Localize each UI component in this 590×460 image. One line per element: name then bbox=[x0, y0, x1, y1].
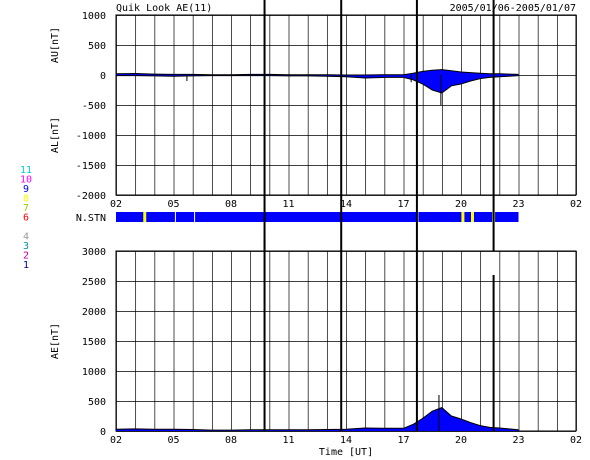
top-x-tick-label: 17 bbox=[397, 199, 409, 210]
top-x-tick-label: 14 bbox=[340, 199, 352, 210]
top-y-tick-label: 500 bbox=[88, 41, 106, 52]
nstn-gap-marker bbox=[461, 212, 465, 222]
bottom-x-tick-label: 23 bbox=[512, 435, 524, 446]
chart-title: Quik Look AE(11) bbox=[116, 3, 212, 14]
au-al-panel: 1000 500 0 -500 -1000 -1500 -2000 02 05 08 11 14 17 2… bbox=[50, 11, 582, 210]
bottom-frame bbox=[115, 250, 577, 432]
bottom-x-tick-label: 02 bbox=[110, 435, 122, 446]
top-x-tick-label: 11 bbox=[282, 199, 294, 210]
legend-item: 10 bbox=[20, 175, 32, 186]
top-y-tick-label: -500 bbox=[82, 101, 106, 112]
bottom-y-tick-label: 0 bbox=[100, 427, 106, 438]
top-y-tick-label: -2000 bbox=[76, 191, 106, 202]
au-axis-label: AU[nT] bbox=[50, 27, 61, 63]
top-x-tick-label: 08 bbox=[225, 199, 237, 210]
al-axis-label: AL[nT] bbox=[50, 117, 61, 153]
bottom-x-tick-label: 17 bbox=[397, 435, 409, 446]
nstn-gap-line bbox=[174, 212, 176, 222]
nstn-gap-marker bbox=[143, 212, 147, 222]
au-line bbox=[115, 69, 519, 76]
nstn-label: N.STN bbox=[76, 213, 106, 224]
legend-item: 9 bbox=[23, 184, 29, 195]
bottom-y-tick-label: 1000 bbox=[82, 367, 106, 378]
al-area bbox=[116, 75, 519, 93]
nstn-bar bbox=[116, 212, 519, 222]
bottom-x-tick-label: 02 bbox=[570, 435, 582, 446]
bottom-x-tick-label: 05 bbox=[167, 435, 179, 446]
top-x-tick-label: 02 bbox=[110, 199, 122, 210]
legend-item: 11 bbox=[20, 165, 32, 176]
ae-axis-label: AE[nT] bbox=[50, 323, 61, 359]
legend-item: 7 bbox=[23, 203, 29, 214]
bottom-y-tick-label: 3000 bbox=[82, 247, 106, 258]
bottom-y-tick-label: 500 bbox=[88, 397, 106, 408]
bottom-x-tick-label: 20 bbox=[455, 435, 467, 446]
top-x-tick-label: 05 bbox=[167, 199, 179, 210]
al-line bbox=[116, 75, 519, 94]
bottom-y-tick-label: 2500 bbox=[82, 277, 106, 288]
legend-item: 1 bbox=[23, 260, 29, 271]
top-y-tick-label: -1500 bbox=[76, 161, 106, 172]
top-y-tick-label: 1000 bbox=[82, 11, 106, 22]
top-y-tick-label: 0 bbox=[100, 71, 106, 82]
x-axis-label: Time [UT] bbox=[319, 447, 373, 458]
bottom-y-tick-label: 2000 bbox=[82, 307, 106, 318]
legend-item: 3 bbox=[23, 241, 29, 252]
top-x-tick-label: 20 bbox=[455, 199, 467, 210]
legend-item: 2 bbox=[23, 251, 29, 262]
station-count-panel: N.STN bbox=[76, 212, 519, 224]
ae-area bbox=[116, 407, 519, 431]
nstn-gap-line bbox=[194, 212, 196, 222]
legend-item: 4 bbox=[23, 232, 29, 243]
bottom-x-tick-label: 11 bbox=[282, 435, 294, 446]
legend-item: 5 bbox=[23, 222, 29, 233]
top-x-tick-label: 23 bbox=[512, 199, 524, 210]
legend-item: 6 bbox=[23, 213, 29, 224]
bottom-x-tick-label: 08 bbox=[225, 435, 237, 446]
bottom-x-tick-label: 14 bbox=[340, 435, 352, 446]
legend-item: 8 bbox=[23, 194, 29, 205]
date-range: 2005/01/06-2005/01/07 bbox=[450, 3, 576, 14]
top-frame bbox=[115, 14, 577, 196]
top-y-tick-label: -1000 bbox=[76, 131, 106, 142]
ae-line bbox=[115, 407, 519, 431]
bottom-y-tick-label: 1500 bbox=[82, 337, 106, 348]
nstn-gap-marker bbox=[471, 212, 474, 222]
top-x-tick-label: 02 bbox=[570, 199, 582, 210]
ae-panel: 3000 2500 2000 1500 1000 500 0 02 05 08 11 14 17 20 23… bbox=[50, 247, 582, 446]
